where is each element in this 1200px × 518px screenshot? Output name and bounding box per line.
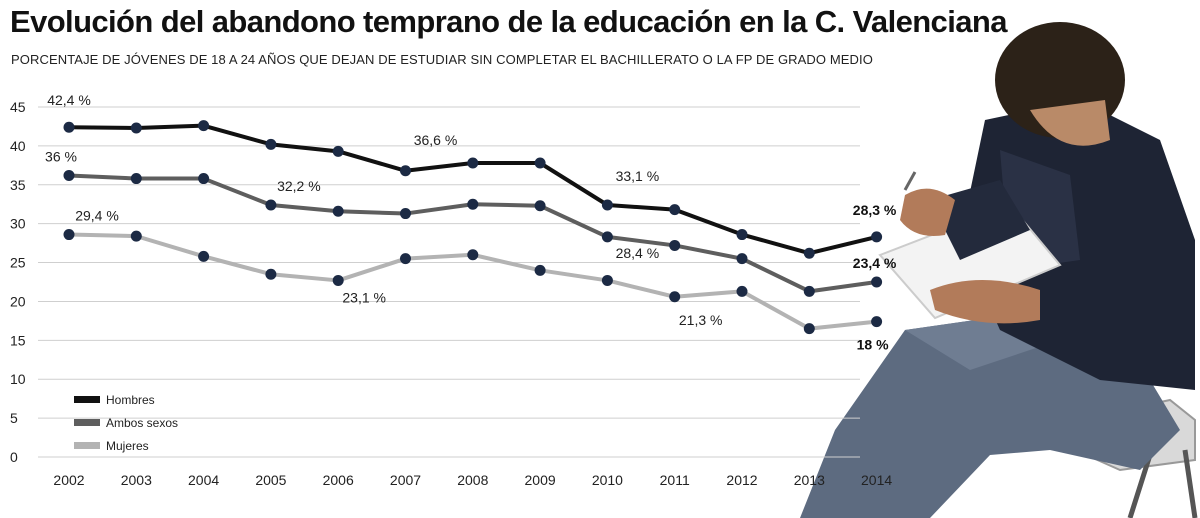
- data-point-hombres: [534, 157, 546, 169]
- data-point-ambos: [736, 253, 748, 265]
- grid-lines: [38, 106, 860, 458]
- data-label-hombres: 36,6 %: [414, 132, 458, 148]
- x-tick-label: 2011: [660, 472, 690, 488]
- data-point-ambos: [130, 173, 142, 185]
- data-point-hombres: [198, 120, 210, 132]
- y-tick-label: 5: [10, 410, 18, 426]
- data-point-ambos: [601, 231, 613, 243]
- chart-subtitle: PORCENTAJE DE JÓVENES DE 18 A 24 AÑOS QU…: [11, 52, 873, 67]
- data-point-ambos: [400, 208, 411, 220]
- chart-title: Evolución del abandono temprano de la ed…: [10, 4, 1007, 39]
- data-label-mujeres: 18 %: [857, 337, 889, 353]
- data-point-mujeres: [871, 316, 883, 328]
- x-tick-label: 2009: [525, 472, 556, 488]
- data-point-mujeres: [601, 274, 613, 286]
- series-line-mujeres: [68, 232, 877, 331]
- data-label-ambos: 36 %: [45, 148, 77, 164]
- data-point-mujeres: [265, 268, 277, 280]
- x-tick-label: 2014: [861, 472, 892, 488]
- data-point-hombres: [130, 122, 142, 134]
- data-point-mujeres: [332, 274, 344, 286]
- legend: Hombres Ambos sexos Mujeres: [74, 393, 178, 453]
- data-point-ambos: [871, 276, 883, 288]
- data-point-hombres: [871, 231, 883, 243]
- y-tick-label: 0: [10, 449, 18, 465]
- data-label-ambos: 32,2 %: [277, 178, 321, 194]
- y-tick-label: 30: [10, 216, 26, 232]
- data-point-ambos: [669, 239, 681, 251]
- series-line-hombres: [68, 123, 878, 256]
- x-tick-label: 2003: [121, 472, 152, 488]
- x-tick-label: 2012: [726, 472, 757, 488]
- x-axis: 2002 2003 2004 2005 2006 2007 2008 2009 2010 2011…: [53, 472, 892, 488]
- x-tick-label: 2010: [592, 472, 623, 488]
- data-point-hombres: [400, 165, 411, 177]
- y-tick-label: 20: [10, 293, 26, 309]
- legend-swatch-mujeres: [74, 442, 100, 449]
- data-label-mujeres: 29,4 %: [75, 208, 119, 224]
- legend-label-mujeres: Mujeres: [106, 439, 149, 453]
- data-label-ambos: 23,4 %: [853, 255, 897, 271]
- data-point-ambos: [534, 200, 546, 212]
- data-point-hombres: [63, 121, 75, 133]
- data-point-hombres: [669, 204, 681, 216]
- x-tick-label: 2007: [390, 472, 421, 488]
- x-tick-label: 2013: [794, 472, 825, 488]
- data-point-mujeres: [736, 285, 748, 297]
- data-label-hombres: 28,3 %: [853, 202, 897, 218]
- x-tick-label: 2006: [323, 472, 354, 488]
- data-point-mujeres: [669, 291, 681, 303]
- data-label-hombres: 33,1 %: [616, 168, 660, 184]
- data-point-mujeres: [803, 323, 815, 335]
- y-tick-label: 15: [10, 332, 26, 348]
- data-point-hombres: [467, 157, 479, 169]
- data-point-mujeres: [467, 249, 479, 261]
- legend-label-ambos-sexos: Ambos sexos: [106, 416, 178, 430]
- data-label-mujeres: 23,1 %: [342, 289, 386, 305]
- data-label-ambos: 28,4 %: [616, 245, 660, 261]
- legend-label-hombres: Hombres: [106, 393, 155, 407]
- data-label-mujeres: 21,3 %: [679, 312, 723, 328]
- data-point-ambos: [803, 285, 815, 297]
- legend-swatch-ambos-sexos: [74, 419, 100, 426]
- y-tick-label: 40: [10, 138, 26, 154]
- data-point-mujeres: [198, 250, 210, 262]
- data-point-mujeres: [63, 229, 75, 241]
- y-tick-label: 35: [10, 177, 26, 193]
- data-labels: 42,4 % 36,6 % 33,1 % 28,3 % 36 % 32,2 % 28,4 %…: [45, 92, 897, 352]
- data-point-ambos: [198, 173, 210, 185]
- x-tick-label: 2002: [53, 472, 84, 488]
- y-axis: 0 5 10 15 20 25 30 35 40 45: [10, 99, 26, 465]
- data-label-hombres: 42,4 %: [47, 92, 91, 108]
- series-line-ambos: [68, 173, 877, 294]
- y-tick-label: 10: [10, 371, 26, 387]
- data-point-hombres: [265, 138, 277, 150]
- data-point-mujeres: [130, 230, 142, 242]
- data-point-hombres: [803, 247, 815, 259]
- data-point-hombres: [601, 199, 613, 211]
- y-tick-label: 45: [10, 99, 26, 115]
- data-point-ambos: [265, 199, 277, 211]
- x-tick-label: 2004: [188, 472, 219, 488]
- legend-swatch-hombres: [74, 396, 100, 403]
- data-point-mujeres: [534, 264, 546, 276]
- data-point-hombres: [332, 145, 344, 157]
- data-point-ambos: [63, 169, 75, 181]
- data-point-ambos: [332, 205, 344, 217]
- data-point-ambos: [467, 198, 479, 210]
- series-group: [63, 120, 883, 335]
- x-tick-label: 2005: [255, 472, 286, 488]
- student-writing-illustration: [800, 22, 1198, 518]
- data-point-mujeres: [400, 253, 411, 265]
- data-point-hombres: [736, 229, 748, 241]
- x-tick-label: 2008: [457, 472, 488, 488]
- y-tick-label: 25: [10, 255, 26, 271]
